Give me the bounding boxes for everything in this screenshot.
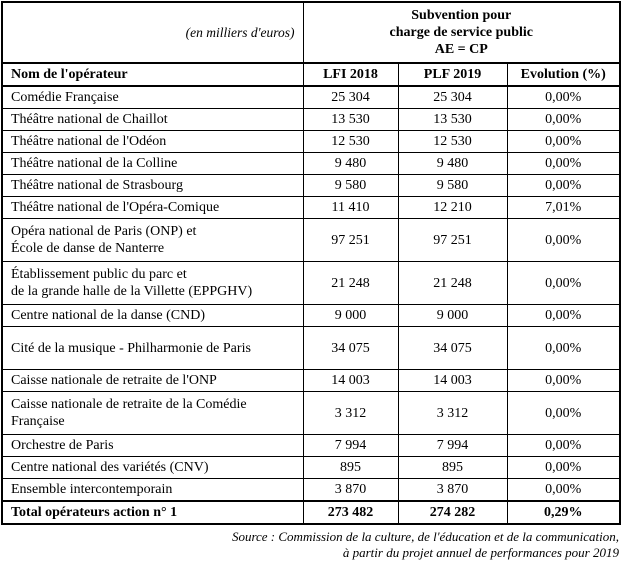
operator-name-cell: Théâtre national de l'Odéon — [1, 130, 304, 153]
table-row: Cité de la musique - Philharmonie de Par… — [1, 326, 621, 370]
operator-name-cell: Théâtre national de l'Opéra-Comique — [1, 196, 304, 219]
evolution-value: 0,00% — [506, 369, 621, 392]
table-row: Théâtre national de l'Odéon 12 530 12 53… — [1, 130, 621, 153]
plf-value: 3 312 — [397, 391, 508, 435]
table-row: Orchestre de Paris 7 994 7 994 0,00% — [1, 434, 621, 457]
source-line-1: Source : Commission de la culture, de l'… — [231, 529, 619, 544]
lfi-value: 9 000 — [302, 304, 399, 327]
total-plf-value: 274 282 — [397, 500, 508, 525]
operator-name-cell: Théâtre national de Strasbourg — [1, 174, 304, 197]
evolution-value: 0,00% — [506, 304, 621, 327]
operator-name-cell: Centre national des variétés (CNV) — [1, 456, 304, 479]
operator-name-cell: Caisse nationale de retraite de la Coméd… — [1, 391, 304, 435]
table-row: Théâtre national de Strasbourg 9 580 9 5… — [1, 174, 621, 197]
table-row: Établissement public du parc et de la gr… — [1, 261, 621, 305]
plf-value: 97 251 — [397, 218, 508, 262]
plf-value: 34 075 — [397, 326, 508, 370]
table-row: Caisse nationale de retraite de la Coméd… — [1, 391, 621, 435]
evolution-value: 0,00% — [506, 130, 621, 153]
operator-name-cell: Ensemble intercontemporain — [1, 478, 304, 502]
lfi-value: 12 530 — [302, 130, 399, 153]
lfi-value: 21 248 — [302, 261, 399, 305]
lfi-value: 9 480 — [302, 152, 399, 175]
evolution-value: 0,00% — [506, 218, 621, 262]
operator-name-cell: Établissement public du parc et de la gr… — [1, 261, 304, 305]
total-row: Total opérateurs action n° 1 273 482 274… — [1, 500, 621, 525]
plf-value: 12 530 — [397, 130, 508, 153]
evolution-value: 7,01% — [506, 196, 621, 219]
total-evolution-value: 0,29% — [506, 500, 621, 525]
evolution-value: 0,00% — [506, 434, 621, 457]
plf-value: 25 304 — [397, 85, 508, 109]
evolution-value: 0,00% — [506, 456, 621, 479]
lfi-value: 13 530 — [302, 108, 399, 131]
plf-value: 9 000 — [397, 304, 508, 327]
table-row: Opéra national de Paris (ONP) et École d… — [1, 218, 621, 262]
col-header-plf-2019: PLF 2019 — [397, 62, 508, 87]
col-header-operator: Nom de l'opérateur — [1, 62, 304, 87]
lfi-value: 97 251 — [302, 218, 399, 262]
unit-header-row: (en milliers d'euros) Subvention pour ch… — [1, 1, 621, 64]
plf-value: 9 480 — [397, 152, 508, 175]
table-row: Comédie Française 25 304 25 304 0,00% — [1, 85, 621, 109]
evolution-value: 0,00% — [506, 174, 621, 197]
operator-name-cell: Comédie Française — [1, 85, 304, 109]
operator-name-cell: Opéra national de Paris (ONP) et École d… — [1, 218, 304, 262]
table-row: Théâtre national de la Colline 9 480 9 4… — [1, 152, 621, 175]
table-row: Théâtre national de Chaillot 13 530 13 5… — [1, 108, 621, 131]
unit-label: (en milliers d'euros) — [1, 1, 304, 64]
lfi-value: 34 075 — [302, 326, 399, 370]
source-line-2: à partir du projet annuel de performance… — [342, 545, 619, 560]
total-label-cell: Total opérateurs action n° 1 — [1, 500, 304, 525]
lfi-value: 11 410 — [302, 196, 399, 219]
evolution-value: 0,00% — [506, 478, 621, 502]
table-row: Centre national des variétés (CNV) 895 8… — [1, 456, 621, 479]
evolution-value: 0,00% — [506, 326, 621, 370]
plf-value: 895 — [397, 456, 508, 479]
plf-value: 7 994 — [397, 434, 508, 457]
operator-name-cell: Caisse nationale de retraite de l'ONP — [1, 369, 304, 392]
col-header-lfi-2018: LFI 2018 — [302, 62, 399, 87]
evolution-value: 0,00% — [506, 85, 621, 109]
plf-value: 14 003 — [397, 369, 508, 392]
plf-value: 9 580 — [397, 174, 508, 197]
evolution-value: 0,00% — [506, 391, 621, 435]
evolution-value: 0,00% — [506, 152, 621, 175]
table-row: Centre national de la danse (CND) 9 000 … — [1, 304, 621, 327]
table-row: Ensemble intercontemporain 3 870 3 870 0… — [1, 478, 621, 502]
evolution-value: 0,00% — [506, 108, 621, 131]
lfi-value: 3 312 — [302, 391, 399, 435]
lfi-value: 9 580 — [302, 174, 399, 197]
plf-value: 21 248 — [397, 261, 508, 305]
subventions-table: (en milliers d'euros) Subvention pour ch… — [1, 1, 621, 525]
lfi-value: 3 870 — [302, 478, 399, 502]
operator-name-cell: Théâtre national de Chaillot — [1, 108, 304, 131]
operator-name-cell: Cité de la musique - Philharmonie de Par… — [1, 326, 304, 370]
lfi-value: 7 994 — [302, 434, 399, 457]
plf-value: 12 210 — [397, 196, 508, 219]
operator-name-cell: Centre national de la danse (CND) — [1, 304, 304, 327]
lfi-value: 14 003 — [302, 369, 399, 392]
merged-header-title: Subvention pour charge de service public… — [302, 1, 621, 64]
operator-name-cell: Orchestre de Paris — [1, 434, 304, 457]
plf-value: 3 870 — [397, 478, 508, 502]
evolution-value: 0,00% — [506, 261, 621, 305]
lfi-value: 25 304 — [302, 85, 399, 109]
col-header-evolution: Evolution (%) — [506, 62, 621, 87]
plf-value: 13 530 — [397, 108, 508, 131]
table-row: Théâtre national de l'Opéra-Comique 11 4… — [1, 196, 621, 219]
lfi-value: 895 — [302, 456, 399, 479]
table-row: Caisse nationale de retraite de l'ONP 14… — [1, 369, 621, 392]
total-lfi-value: 273 482 — [302, 500, 399, 525]
operator-name-cell: Théâtre national de la Colline — [1, 152, 304, 175]
source-note: Source : Commission de la culture, de l'… — [0, 529, 622, 561]
column-header-row: Nom de l'opérateur LFI 2018 PLF 2019 Evo… — [1, 62, 621, 87]
